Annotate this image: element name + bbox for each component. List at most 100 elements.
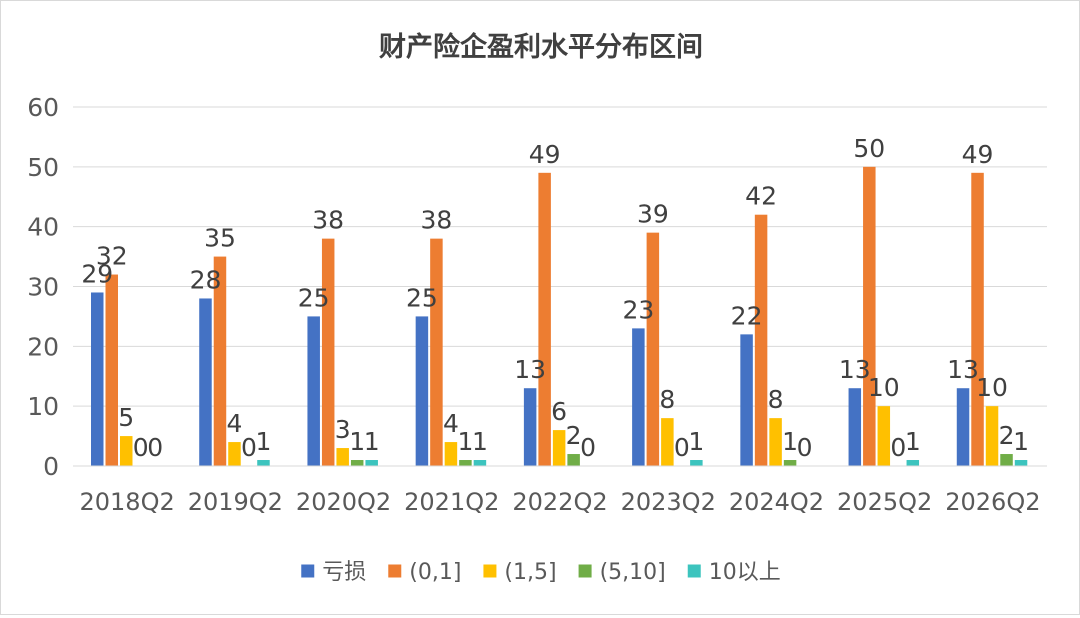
data-label: 25 bbox=[298, 283, 330, 312]
bar bbox=[646, 232, 660, 466]
legend-label: 亏损 bbox=[322, 560, 366, 585]
gridlines bbox=[73, 106, 1047, 467]
data-label: 1 bbox=[364, 427, 380, 456]
data-label: 1 bbox=[256, 427, 272, 456]
bar bbox=[1000, 454, 1013, 466]
data-label: 3 bbox=[335, 415, 351, 444]
bar bbox=[985, 406, 999, 466]
legend-label: 10以上 bbox=[709, 560, 781, 585]
bar bbox=[690, 460, 703, 466]
data-label: 0 bbox=[241, 433, 257, 462]
y-tick-label: 0 bbox=[43, 452, 59, 481]
data-label: 8 bbox=[659, 385, 675, 414]
bar bbox=[415, 316, 429, 466]
data-label: 10 bbox=[976, 373, 1008, 402]
bar bbox=[906, 460, 920, 466]
data-label: 4 bbox=[443, 409, 459, 438]
data-label: 22 bbox=[731, 301, 763, 330]
legend-swatch bbox=[301, 564, 315, 578]
data-label: 32 bbox=[96, 242, 128, 271]
data-label: 39 bbox=[637, 200, 669, 229]
data-label: 23 bbox=[622, 295, 654, 324]
x-tick-label: 2025Q2 bbox=[837, 488, 932, 516]
bar bbox=[848, 388, 862, 466]
y-axis: 0 10 20 30 40 50 60 bbox=[27, 93, 59, 481]
bar bbox=[971, 172, 984, 467]
data-label: 28 bbox=[190, 265, 222, 294]
data-label: 0 bbox=[797, 433, 813, 462]
legend-label: (0,1] bbox=[409, 560, 461, 585]
data-label: 1 bbox=[782, 427, 798, 456]
bar bbox=[350, 460, 364, 466]
x-tick-label: 2020Q2 bbox=[296, 488, 391, 516]
x-tick-label: 2023Q2 bbox=[621, 488, 716, 516]
bar bbox=[444, 442, 458, 466]
bar bbox=[336, 448, 349, 466]
bars bbox=[91, 166, 1028, 467]
data-label: 0 bbox=[580, 433, 596, 462]
data-label: 4 bbox=[227, 409, 243, 438]
x-axis: 2018Q2 2019Q2 2020Q2 2021Q2 2022Q2 2023Q2 2024… bbox=[73, 465, 1047, 516]
bar bbox=[1014, 460, 1028, 466]
data-label: 1 bbox=[457, 427, 473, 456]
bar bbox=[523, 388, 537, 466]
data-label: 1 bbox=[349, 427, 365, 456]
data-label: 2 bbox=[999, 421, 1015, 450]
bar bbox=[228, 442, 241, 466]
y-tick-label: 40 bbox=[27, 213, 59, 242]
legend-label: (1,5] bbox=[504, 560, 556, 585]
bar bbox=[105, 274, 118, 466]
x-tick-label: 2019Q2 bbox=[188, 488, 283, 516]
data-label: 35 bbox=[204, 224, 236, 253]
bar bbox=[863, 166, 876, 467]
data-label: 1 bbox=[472, 427, 488, 456]
data-label: 38 bbox=[312, 206, 344, 235]
bar bbox=[213, 256, 227, 466]
bar bbox=[91, 292, 104, 466]
data-label: 13 bbox=[514, 355, 546, 384]
legend-label: (5,10] bbox=[600, 560, 666, 585]
chart-title: 财产险企盈利水平分布区间 bbox=[379, 31, 703, 63]
data-label: 49 bbox=[962, 140, 994, 169]
data-label: 0 bbox=[674, 433, 690, 462]
y-tick-label: 60 bbox=[27, 93, 59, 122]
data-label: 13 bbox=[947, 355, 979, 384]
bar bbox=[307, 316, 320, 466]
legend-swatch bbox=[578, 564, 592, 578]
bar bbox=[632, 328, 645, 466]
legend-swatch bbox=[687, 564, 701, 578]
bar bbox=[740, 334, 753, 466]
legend: 亏损 (0,1] (1,5] (5,10] 10以上 bbox=[301, 560, 781, 585]
legend-swatch bbox=[483, 564, 497, 578]
x-tick-label: 2018Q2 bbox=[79, 488, 174, 516]
data-label: 1 bbox=[688, 427, 704, 456]
bar bbox=[783, 460, 797, 466]
data-label: 6 bbox=[551, 397, 567, 426]
data-label: 5 bbox=[118, 403, 134, 432]
bar bbox=[538, 172, 551, 467]
data-label: 50 bbox=[853, 134, 885, 163]
data-label: 49 bbox=[529, 140, 561, 169]
y-tick-label: 30 bbox=[27, 273, 59, 302]
bar bbox=[430, 238, 443, 466]
bar bbox=[769, 418, 782, 466]
data-labels: 2932500283540125383112538411134962023398… bbox=[81, 134, 1029, 462]
data-label: 8 bbox=[768, 385, 784, 414]
bar bbox=[257, 460, 270, 466]
data-label: 0 bbox=[147, 433, 163, 462]
x-tick-label: 2024Q2 bbox=[729, 488, 824, 516]
legend-swatch bbox=[388, 564, 402, 578]
bar bbox=[365, 460, 378, 466]
y-tick-label: 20 bbox=[27, 332, 59, 361]
data-label: 0 bbox=[890, 433, 906, 462]
data-label: 2 bbox=[566, 421, 582, 450]
bar bbox=[754, 214, 768, 466]
data-label: 1 bbox=[905, 427, 921, 456]
y-tick-label: 50 bbox=[27, 153, 59, 182]
bar bbox=[877, 406, 891, 466]
x-tick-label: 2022Q2 bbox=[512, 488, 607, 516]
bar bbox=[459, 460, 472, 466]
bar bbox=[567, 454, 580, 466]
